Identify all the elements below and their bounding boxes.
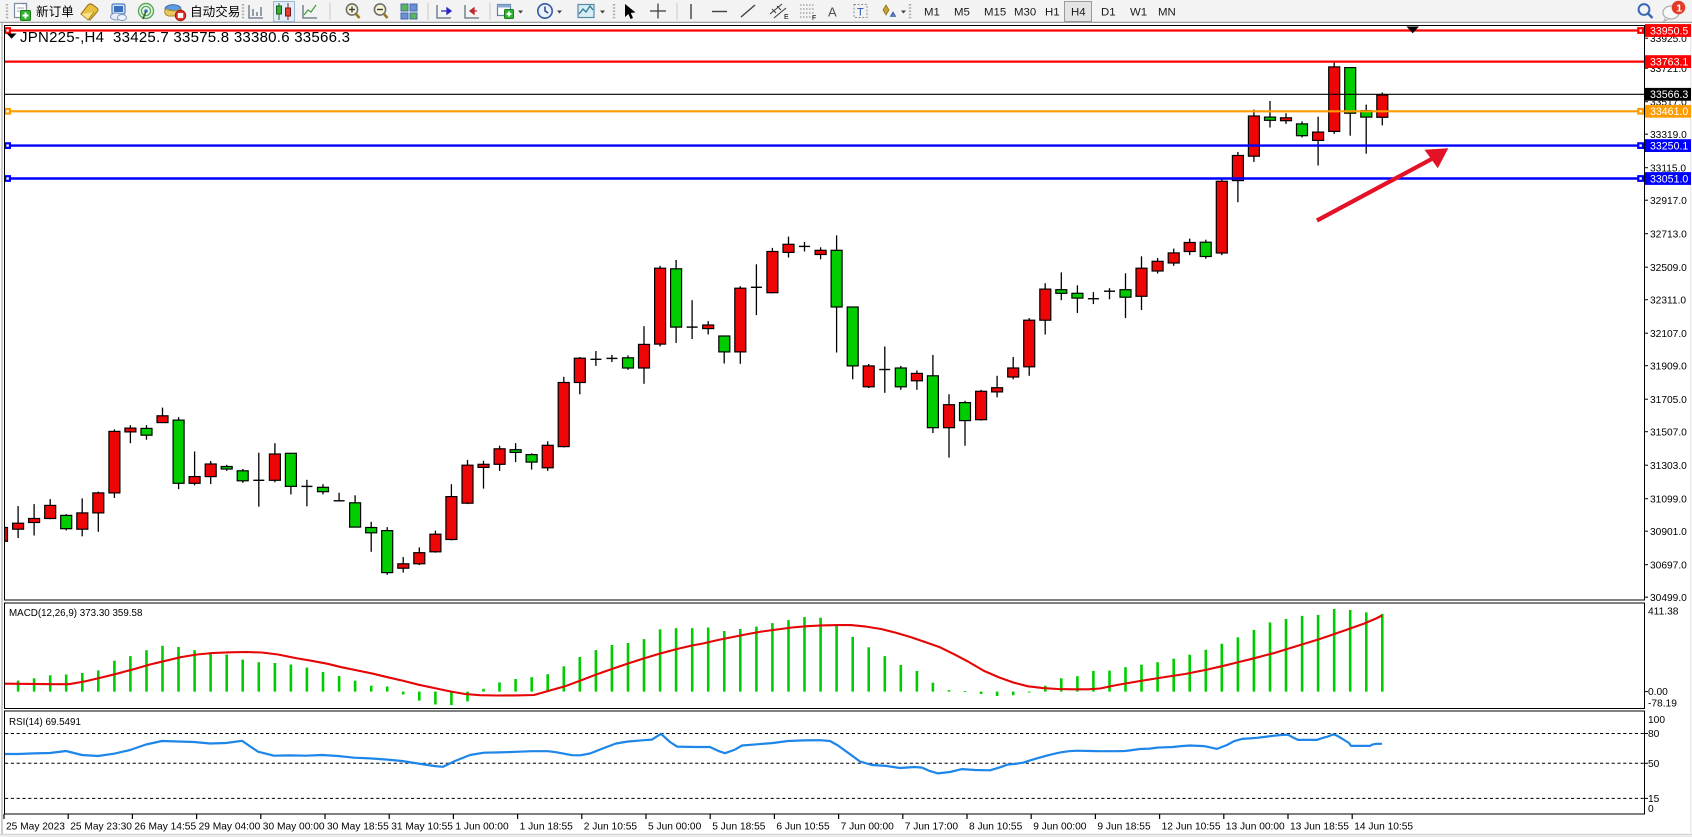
svg-text:MACD(12,26,9) 373.30 359.58: MACD(12,26,9) 373.30 359.58: [9, 608, 143, 619]
svg-text:6 Jun 10:55: 6 Jun 10:55: [776, 822, 830, 833]
svg-text:M5: M5: [954, 7, 970, 19]
svg-text:F: F: [812, 15, 816, 22]
svg-text:32917.0: 32917.0: [1650, 196, 1687, 207]
svg-text:1 Jun 00:00: 1 Jun 00:00: [455, 822, 509, 833]
svg-text:33763.1: 33763.1: [1650, 56, 1688, 68]
svg-text:0: 0: [1648, 804, 1654, 815]
svg-text:33115.0: 33115.0: [1650, 163, 1686, 174]
svg-text:30 May 00:00: 30 May 00:00: [263, 822, 325, 833]
svg-text:31303.0: 31303.0: [1650, 461, 1687, 472]
svg-text:0.00: 0.00: [1648, 687, 1668, 698]
svg-text:8 Jun 10:55: 8 Jun 10:55: [969, 822, 1023, 833]
svg-text:80: 80: [1648, 729, 1660, 740]
svg-text:31507.0: 31507.0: [1650, 427, 1687, 438]
svg-text:26 May 14:55: 26 May 14:55: [134, 822, 196, 833]
svg-text:12 Jun 10:55: 12 Jun 10:55: [1162, 822, 1221, 833]
svg-text:33051.0: 33051.0: [1650, 173, 1688, 185]
svg-text:1: 1: [1676, 2, 1682, 14]
svg-text:新订单: 新订单: [36, 4, 74, 19]
svg-text:1 Jun 18:55: 1 Jun 18:55: [520, 822, 574, 833]
svg-text:33319.0: 33319.0: [1650, 130, 1687, 141]
svg-text:50: 50: [1648, 759, 1660, 770]
svg-text:MN: MN: [1158, 7, 1176, 19]
svg-text:2 Jun 10:55: 2 Jun 10:55: [584, 822, 638, 833]
svg-text:-78.19: -78.19: [1648, 699, 1677, 710]
svg-text:31 May 10:55: 31 May 10:55: [391, 822, 453, 833]
svg-text:25 May 2023: 25 May 2023: [6, 822, 65, 833]
svg-text:31705.0: 31705.0: [1650, 395, 1687, 406]
svg-text:411.38: 411.38: [1648, 607, 1679, 618]
svg-text:29 May 04:00: 29 May 04:00: [199, 822, 261, 833]
svg-text:30697.0: 30697.0: [1650, 560, 1687, 571]
svg-text:31099.0: 31099.0: [1650, 494, 1687, 505]
svg-text:E: E: [784, 14, 789, 21]
svg-text:33517.0: 33517.0: [1650, 97, 1687, 108]
svg-text:A: A: [828, 5, 837, 20]
svg-text:30 May 18:55: 30 May 18:55: [327, 822, 389, 833]
svg-text:30499.0: 30499.0: [1650, 593, 1687, 604]
svg-text:32311.0: 32311.0: [1650, 295, 1686, 306]
svg-text:M30: M30: [1014, 7, 1036, 19]
svg-text:自动交易: 自动交易: [190, 4, 240, 19]
svg-text:32107.0: 32107.0: [1650, 329, 1687, 340]
svg-text:30901.0: 30901.0: [1650, 527, 1687, 538]
svg-text:33250.1: 33250.1: [1650, 140, 1688, 152]
svg-text:M1: M1: [924, 7, 940, 19]
svg-text:100: 100: [1648, 715, 1665, 726]
svg-text:9 Jun 00:00: 9 Jun 00:00: [1033, 822, 1087, 833]
svg-text:7 Jun 00:00: 7 Jun 00:00: [841, 822, 895, 833]
svg-text:33461.0: 33461.0: [1650, 106, 1688, 118]
svg-text:H1: H1: [1045, 7, 1060, 19]
svg-text:5 Jun 00:00: 5 Jun 00:00: [648, 822, 702, 833]
svg-text:33925.0: 33925.0: [1650, 34, 1687, 45]
svg-text:D1: D1: [1101, 7, 1116, 19]
svg-text:13 Jun 00:00: 13 Jun 00:00: [1226, 822, 1285, 833]
svg-text:33721.0: 33721.0: [1650, 64, 1687, 75]
svg-text:5 Jun 18:55: 5 Jun 18:55: [712, 822, 766, 833]
svg-text:14 Jun 10:55: 14 Jun 10:55: [1354, 822, 1413, 833]
svg-text:H4: H4: [1071, 7, 1086, 19]
svg-text:RSI(14) 69.5491: RSI(14) 69.5491: [9, 717, 81, 728]
svg-text:7 Jun 17:00: 7 Jun 17:00: [905, 822, 959, 833]
svg-text:JPN225-,H4 33425.7 33575.8 33: JPN225-,H4 33425.7 33575.8 33380.6 33566…: [20, 29, 350, 46]
svg-text:32509.0: 32509.0: [1650, 263, 1687, 274]
svg-text:13 Jun 18:55: 13 Jun 18:55: [1290, 822, 1349, 833]
svg-text:T: T: [857, 7, 864, 19]
svg-text:15: 15: [1648, 794, 1660, 805]
svg-text:33950.5: 33950.5: [1650, 25, 1688, 37]
svg-text:9 Jun 18:55: 9 Jun 18:55: [1097, 822, 1151, 833]
svg-text:M15: M15: [984, 7, 1006, 19]
svg-text:W1: W1: [1130, 7, 1147, 19]
svg-text:25 May 23:30: 25 May 23:30: [70, 822, 132, 833]
svg-text:33566.3: 33566.3: [1650, 89, 1688, 101]
svg-text:32713.0: 32713.0: [1650, 229, 1687, 240]
svg-text:31909.0: 31909.0: [1650, 361, 1687, 372]
